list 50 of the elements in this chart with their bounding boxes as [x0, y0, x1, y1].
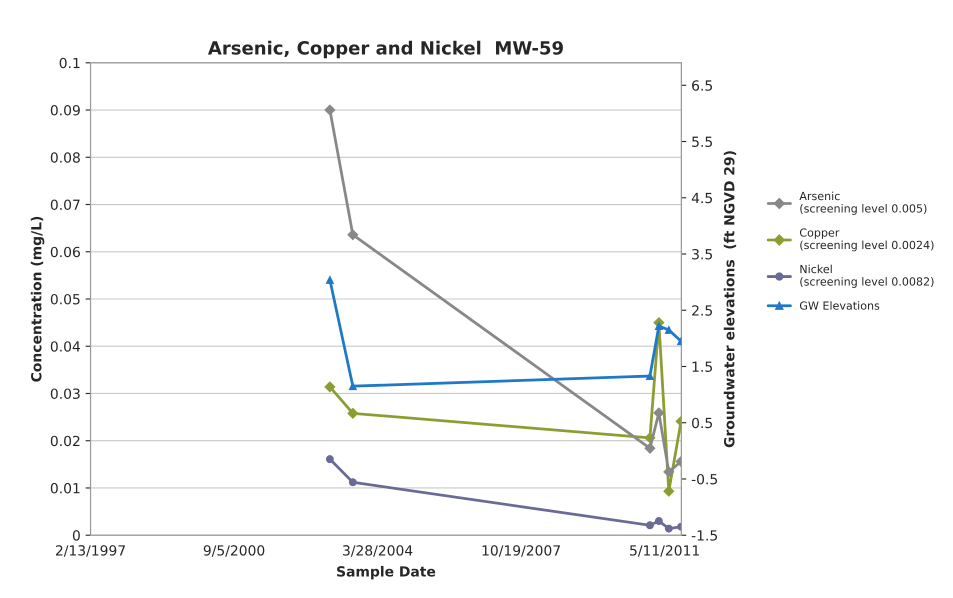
point [324, 104, 336, 116]
point [654, 517, 663, 526]
y2-tick-label: 1.5 [692, 362, 712, 372]
y-tick-label: 0.09 [50, 105, 80, 116]
y2-tick-label: 5.5 [692, 136, 712, 147]
point [664, 326, 673, 334]
x-axis-title: Sample Date [337, 566, 436, 580]
legend-label: Nickel (screening level 0.0082) [800, 264, 934, 288]
point [347, 408, 358, 419]
legend-label: Copper (screening level 0.0024) [800, 228, 934, 252]
x-tick-label: 3/28/2004 [343, 545, 412, 557]
point [663, 466, 674, 478]
y-tick-label: 0 [72, 530, 80, 541]
y-tick-label: 0.1 [60, 58, 80, 68]
y2-tick-label: 6.5 [692, 80, 712, 91]
y-tick-label: 0.08 [50, 152, 80, 163]
y-tick-label: 0.01 [50, 482, 80, 494]
x-tick-label: 2/13/1997 [56, 545, 125, 557]
y-tick-label: 0.02 [50, 436, 80, 446]
y-tick-label: 0.03 [50, 388, 80, 399]
x-tick-label: 10/19/2007 [482, 545, 560, 557]
legend-label: GW Elevations [800, 301, 880, 310]
legend-label: Arsenic (screening level 0.005) [799, 192, 926, 215]
y2-axis-title: Groundwater elevations (ft NGVD 29) [724, 151, 736, 448]
chart-title: Arsenic, Copper and Nickel MW-59 [208, 40, 563, 58]
point [646, 372, 654, 380]
y2-tick-label: 3.5 [692, 248, 712, 260]
point [644, 442, 656, 454]
y-axis-title: Concentration (mg/L) [30, 216, 44, 382]
y2-tick-label: -0.5 [692, 474, 718, 484]
y-tick-label: 0.05 [50, 294, 80, 304]
x-tick-label: 5/11/2011 [630, 545, 699, 557]
point [654, 322, 663, 330]
point [663, 486, 674, 497]
y-tick-label: 0.07 [50, 199, 80, 210]
y-tick-label: 0.06 [50, 246, 80, 258]
point [326, 276, 334, 284]
y2-tick-label: 2.5 [692, 305, 712, 316]
y2-tick-label: 0.5 [692, 418, 712, 428]
y-tick-label: 0.04 [50, 341, 80, 352]
point [326, 455, 334, 464]
y2-tick-label: 4.5 [692, 192, 712, 204]
y2-tick-label: -1.5 [692, 530, 718, 541]
point [348, 382, 357, 390]
point [348, 478, 357, 486]
point [324, 381, 336, 392]
point [646, 521, 654, 530]
point [664, 524, 673, 533]
point [347, 229, 358, 240]
x-tick-label: 9/5/2000 [204, 545, 264, 557]
